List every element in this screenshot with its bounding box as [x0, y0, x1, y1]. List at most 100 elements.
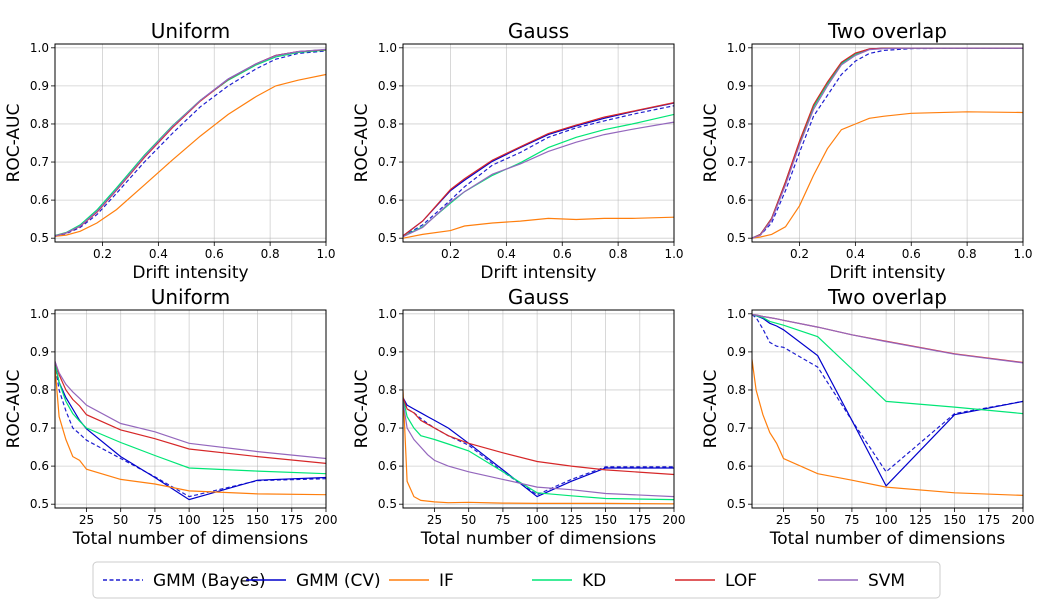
x-axis-label: Drift intensity: [132, 263, 248, 283]
series-line-gmm-cv: [752, 314, 1023, 487]
legend: GMM (Bayes) GMM (CV) IF KD LOF SVM: [92, 561, 941, 599]
axes-frame: [54, 309, 327, 509]
legend-label: KD: [582, 571, 606, 591]
axes-frame: [751, 43, 1024, 243]
x-axis-label: Total number of dimensions: [769, 529, 1006, 549]
x-tick-label: 175: [280, 513, 303, 527]
series-line-lof: [403, 397, 674, 476]
series-line-gmm-cv: [752, 47, 1023, 239]
series-line-gmm-bayes: [752, 47, 1023, 239]
x-tick-label: 50: [810, 513, 825, 527]
chart-title: Two overlap: [827, 19, 947, 43]
y-tick-label: 1.0: [378, 307, 397, 321]
x-tick-label: 150: [943, 513, 966, 527]
x-tick-label: 125: [909, 513, 932, 527]
series-line-gmm-cv: [403, 397, 674, 498]
series-line-if: [55, 73, 326, 237]
x-tick-label: 0.2: [441, 247, 460, 261]
y-tick-label: 0.5: [30, 497, 49, 511]
x-tick-label: 125: [212, 513, 235, 527]
x-tick-label: 100: [178, 513, 201, 527]
y-tick-label: 1.0: [727, 41, 746, 55]
x-tick-label: 0.6: [902, 247, 921, 261]
x-tick-label: 25: [79, 513, 94, 527]
series-line-gmm-bayes: [55, 50, 326, 237]
y-tick-label: 0.8: [727, 117, 746, 131]
x-tick-label: 200: [315, 513, 338, 527]
legend-entry-gmm-cv: GMM (CV): [246, 571, 381, 591]
x-tick-label: 200: [663, 513, 686, 527]
legend-entry-kd: KD: [532, 571, 606, 591]
x-tick-label: 125: [560, 513, 583, 527]
y-axis-label: ROC-AUC: [352, 370, 372, 449]
series-line-gmm-cv: [403, 102, 674, 237]
series-line-svm: [403, 121, 674, 238]
y-tick-label: 1.0: [30, 307, 49, 321]
chart-title: Gauss: [508, 19, 569, 43]
series-line-gmm-bayes: [55, 363, 326, 498]
x-tick-label: 0.8: [261, 247, 280, 261]
y-tick-label: 1.0: [30, 41, 49, 55]
axes-frame: [751, 309, 1024, 509]
y-tick-label: 0.5: [30, 231, 49, 245]
y-tick-label: 0.9: [30, 345, 49, 359]
legend-entry-if: IF: [389, 571, 454, 591]
x-axis-label: Total number of dimensions: [420, 529, 657, 549]
x-tick-label: 100: [875, 513, 898, 527]
x-axis-label: Drift intensity: [480, 263, 596, 283]
y-tick-label: 0.9: [378, 345, 397, 359]
x-tick-label: 0.6: [205, 247, 224, 261]
series-line-if: [752, 359, 1023, 496]
series-line-if: [403, 216, 674, 239]
x-tick-label: 25: [776, 513, 791, 527]
x-tick-label: 0.4: [846, 247, 865, 261]
series-line-kd: [752, 314, 1023, 415]
y-tick-label: 0.5: [378, 231, 397, 245]
y-tick-label: 0.6: [727, 459, 746, 473]
x-tick-label: 1.0: [664, 247, 683, 261]
x-tick-label: 0.4: [149, 247, 168, 261]
x-tick-label: 1.0: [1013, 247, 1032, 261]
y-tick-label: 0.5: [378, 497, 397, 511]
series-line-kd: [55, 49, 326, 237]
chart-title: Uniform: [151, 285, 231, 309]
x-tick-label: 0.2: [790, 247, 809, 261]
chart-panels: 0.2 0.4 0.6 0.8 1.0 0.5 0.6 0.7 0.8 0.9 1.0 Uniform…: [4, 19, 1034, 549]
x-tick-label: 0.2: [93, 247, 112, 261]
y-axis-label: ROC-AUC: [352, 104, 372, 183]
series-line-svm: [403, 401, 674, 498]
series-line-svm: [55, 48, 326, 237]
y-tick-label: 0.6: [378, 193, 397, 207]
series-line-if: [403, 389, 674, 505]
series-line-lof: [752, 47, 1023, 239]
x-tick-label: 100: [526, 513, 549, 527]
series-line-lof: [55, 361, 326, 464]
chart-panel-6: 25 50 75 100 125 150 175 200 0.5 0.6 0.7 0.8 0.9 1.0 T…: [701, 285, 1034, 549]
series-line-gmm-bayes: [403, 105, 674, 237]
y-tick-label: 0.6: [727, 193, 746, 207]
x-tick-label: 0.8: [958, 247, 977, 261]
series-line-lof: [403, 102, 674, 237]
y-tick-label: 0.6: [30, 459, 49, 473]
y-tick-label: 0.9: [378, 79, 397, 93]
legend-entry-lof: LOF: [675, 571, 757, 591]
y-tick-label: 0.7: [378, 155, 397, 169]
legend-label: IF: [439, 571, 454, 591]
x-tick-label: 25: [427, 513, 442, 527]
y-axis-label: ROC-AUC: [701, 104, 721, 183]
series-line-kd: [403, 397, 674, 501]
series-line-if: [752, 111, 1023, 239]
axes-frame: [402, 309, 675, 509]
y-tick-label: 0.7: [378, 421, 397, 435]
y-tick-label: 0.9: [727, 345, 746, 359]
series-line-svm: [55, 361, 326, 460]
series-line-gmm-bayes: [403, 397, 674, 496]
y-tick-label: 0.6: [30, 193, 49, 207]
y-tick-label: 0.7: [727, 155, 746, 169]
y-tick-label: 0.8: [378, 117, 397, 131]
y-tick-label: 0.8: [30, 383, 49, 397]
series-line-kd: [752, 47, 1023, 239]
x-tick-label: 0.6: [553, 247, 572, 261]
x-tick-label: 175: [628, 513, 651, 527]
